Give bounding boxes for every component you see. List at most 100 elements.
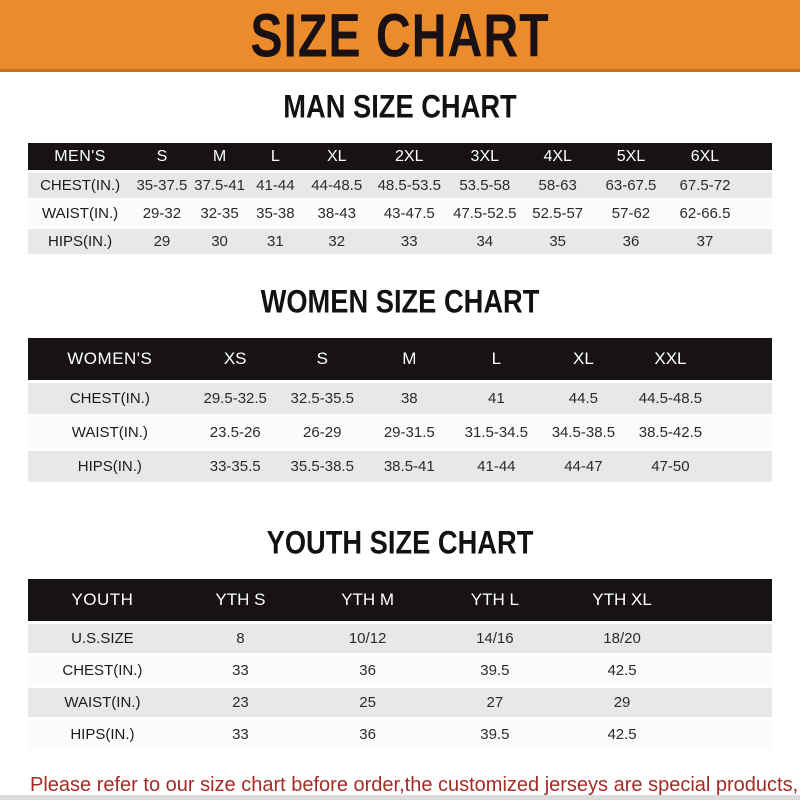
size-cell: 29-32 (132, 201, 192, 226)
row-label: CHEST(IN.) (28, 383, 192, 414)
size-cell: 29-31.5 (365, 417, 453, 448)
row-label: HIPS(IN.) (28, 229, 133, 254)
size-cell: 31 (247, 229, 304, 254)
youth-size-table: YOUTH YTH S YTH M YTH L YTH XL U.S.SIZE … (28, 576, 772, 752)
size-cell: 47.5-52.5 (448, 201, 522, 226)
size-cell: 41 (452, 383, 540, 414)
women-col-header: XL (539, 338, 627, 380)
size-cell: 38 (365, 383, 453, 414)
size-cell: 37 (667, 229, 743, 254)
size-cell: 14/16 (431, 624, 559, 653)
size-cell: 58-63 (521, 173, 595, 198)
women-table-title: WOMEN'S (28, 338, 192, 380)
size-cell: 34.5-38.5 (539, 417, 627, 448)
filler-cell (685, 688, 772, 717)
women-col-header: XS (191, 338, 279, 380)
filler-cell (685, 656, 772, 685)
men-chest-row: CHEST(IN.) 35-37.5 37.5-41 41-44 44-48.5… (28, 173, 772, 198)
size-chart-banner: SIZE CHART (0, 0, 800, 72)
size-cell: 41-44 (247, 173, 304, 198)
size-cell: 8 (176, 624, 305, 653)
size-cell: 34 (448, 229, 522, 254)
youth-ussize-row: U.S.SIZE 8 10/12 14/16 18/20 (28, 624, 772, 653)
filler-cell (742, 143, 772, 170)
row-label: HIPS(IN.) (28, 720, 177, 749)
youth-table-title: YOUTH (28, 579, 177, 621)
footer-note: Please refer to our size chart before or… (0, 771, 800, 800)
filler-cell (742, 201, 772, 226)
size-cell: 67.5-72 (667, 173, 743, 198)
row-label: WAIST(IN.) (28, 201, 133, 226)
row-label: WAIST(IN.) (28, 688, 177, 717)
size-cell: 31.5-34.5 (452, 417, 540, 448)
men-col-header: XL (303, 143, 371, 170)
row-label: CHEST(IN.) (28, 173, 133, 198)
men-col-header: 6XL (667, 143, 743, 170)
size-cell: 62-66.5 (667, 201, 743, 226)
women-header-row: WOMEN'S XS S M L XL XXL (28, 338, 772, 380)
size-cell: 10/12 (304, 624, 432, 653)
banner-title: SIZE CHART (250, 0, 550, 70)
men-header-row: MEN'S S M L XL 2XL 3XL 4XL 5XL 6XL (28, 143, 772, 170)
size-cell: 33 (176, 720, 305, 749)
men-hips-row: HIPS(IN.) 29 30 31 32 33 34 35 36 37 (28, 229, 772, 254)
size-cell: 47-50 (626, 451, 714, 482)
women-section-heading: WOMEN SIZE CHART (260, 282, 540, 321)
size-cell: 23 (176, 688, 305, 717)
footer-line-1: Please refer to our size chart before or… (30, 774, 799, 796)
filler-cell (685, 624, 772, 653)
filler-cell (713, 338, 772, 380)
women-hips-row: HIPS(IN.) 33-35.5 35.5-38.5 38.5-41 41-4… (28, 451, 772, 482)
women-waist-row: WAIST(IN.) 23.5-26 26-29 29-31.5 31.5-34… (28, 417, 772, 448)
row-label: U.S.SIZE (28, 624, 177, 653)
women-col-header: XXL (626, 338, 714, 380)
size-cell: 48.5-53.5 (370, 173, 449, 198)
filler-cell (685, 720, 772, 749)
women-col-header: L (452, 338, 540, 380)
men-col-header: 2XL (370, 143, 449, 170)
size-cell: 44-47 (539, 451, 627, 482)
size-cell: 32 (303, 229, 371, 254)
youth-col-header: YTH XL (558, 579, 686, 621)
size-cell: 26-29 (278, 417, 366, 448)
size-cell: 29.5-32.5 (191, 383, 279, 414)
bottom-strip (0, 795, 800, 800)
size-cell: 30 (191, 229, 248, 254)
size-cell: 35.5-38.5 (278, 451, 366, 482)
row-label: HIPS(IN.) (28, 451, 192, 482)
filler-cell (713, 383, 772, 414)
size-cell: 25 (304, 688, 432, 717)
youth-chest-row: CHEST(IN.) 33 36 39.5 42.5 (28, 656, 772, 685)
size-cell: 29 (558, 688, 686, 717)
size-cell: 37.5-41 (191, 173, 248, 198)
men-col-header: 3XL (448, 143, 522, 170)
youth-col-header: YTH L (431, 579, 559, 621)
size-cell: 27 (431, 688, 559, 717)
filler-cell (742, 173, 772, 198)
youth-col-header: YTH S (176, 579, 305, 621)
filler-cell (685, 579, 772, 621)
size-cell: 35 (521, 229, 595, 254)
men-section-heading: MAN SIZE CHART (283, 87, 517, 126)
size-cell: 42.5 (558, 656, 686, 685)
men-col-header: L (247, 143, 304, 170)
women-chest-row: CHEST(IN.) 29.5-32.5 32.5-35.5 38 41 44.… (28, 383, 772, 414)
size-cell: 29 (132, 229, 192, 254)
youth-waist-row: WAIST(IN.) 23 25 27 29 (28, 688, 772, 717)
size-cell: 23.5-26 (191, 417, 279, 448)
size-cell: 38-43 (303, 201, 371, 226)
size-cell: 53.5-58 (448, 173, 522, 198)
row-label: CHEST(IN.) (28, 656, 177, 685)
size-cell: 41-44 (452, 451, 540, 482)
size-cell: 33 (370, 229, 449, 254)
size-cell: 36 (304, 656, 432, 685)
size-cell: 18/20 (558, 624, 686, 653)
size-cell: 57-62 (594, 201, 668, 226)
men-col-header: S (132, 143, 192, 170)
size-cell: 52.5-57 (521, 201, 595, 226)
row-label: WAIST(IN.) (28, 417, 192, 448)
size-cell: 36 (304, 720, 432, 749)
size-cell: 44.5 (539, 383, 627, 414)
size-cell: 39.5 (431, 720, 559, 749)
size-cell: 38.5-42.5 (626, 417, 714, 448)
